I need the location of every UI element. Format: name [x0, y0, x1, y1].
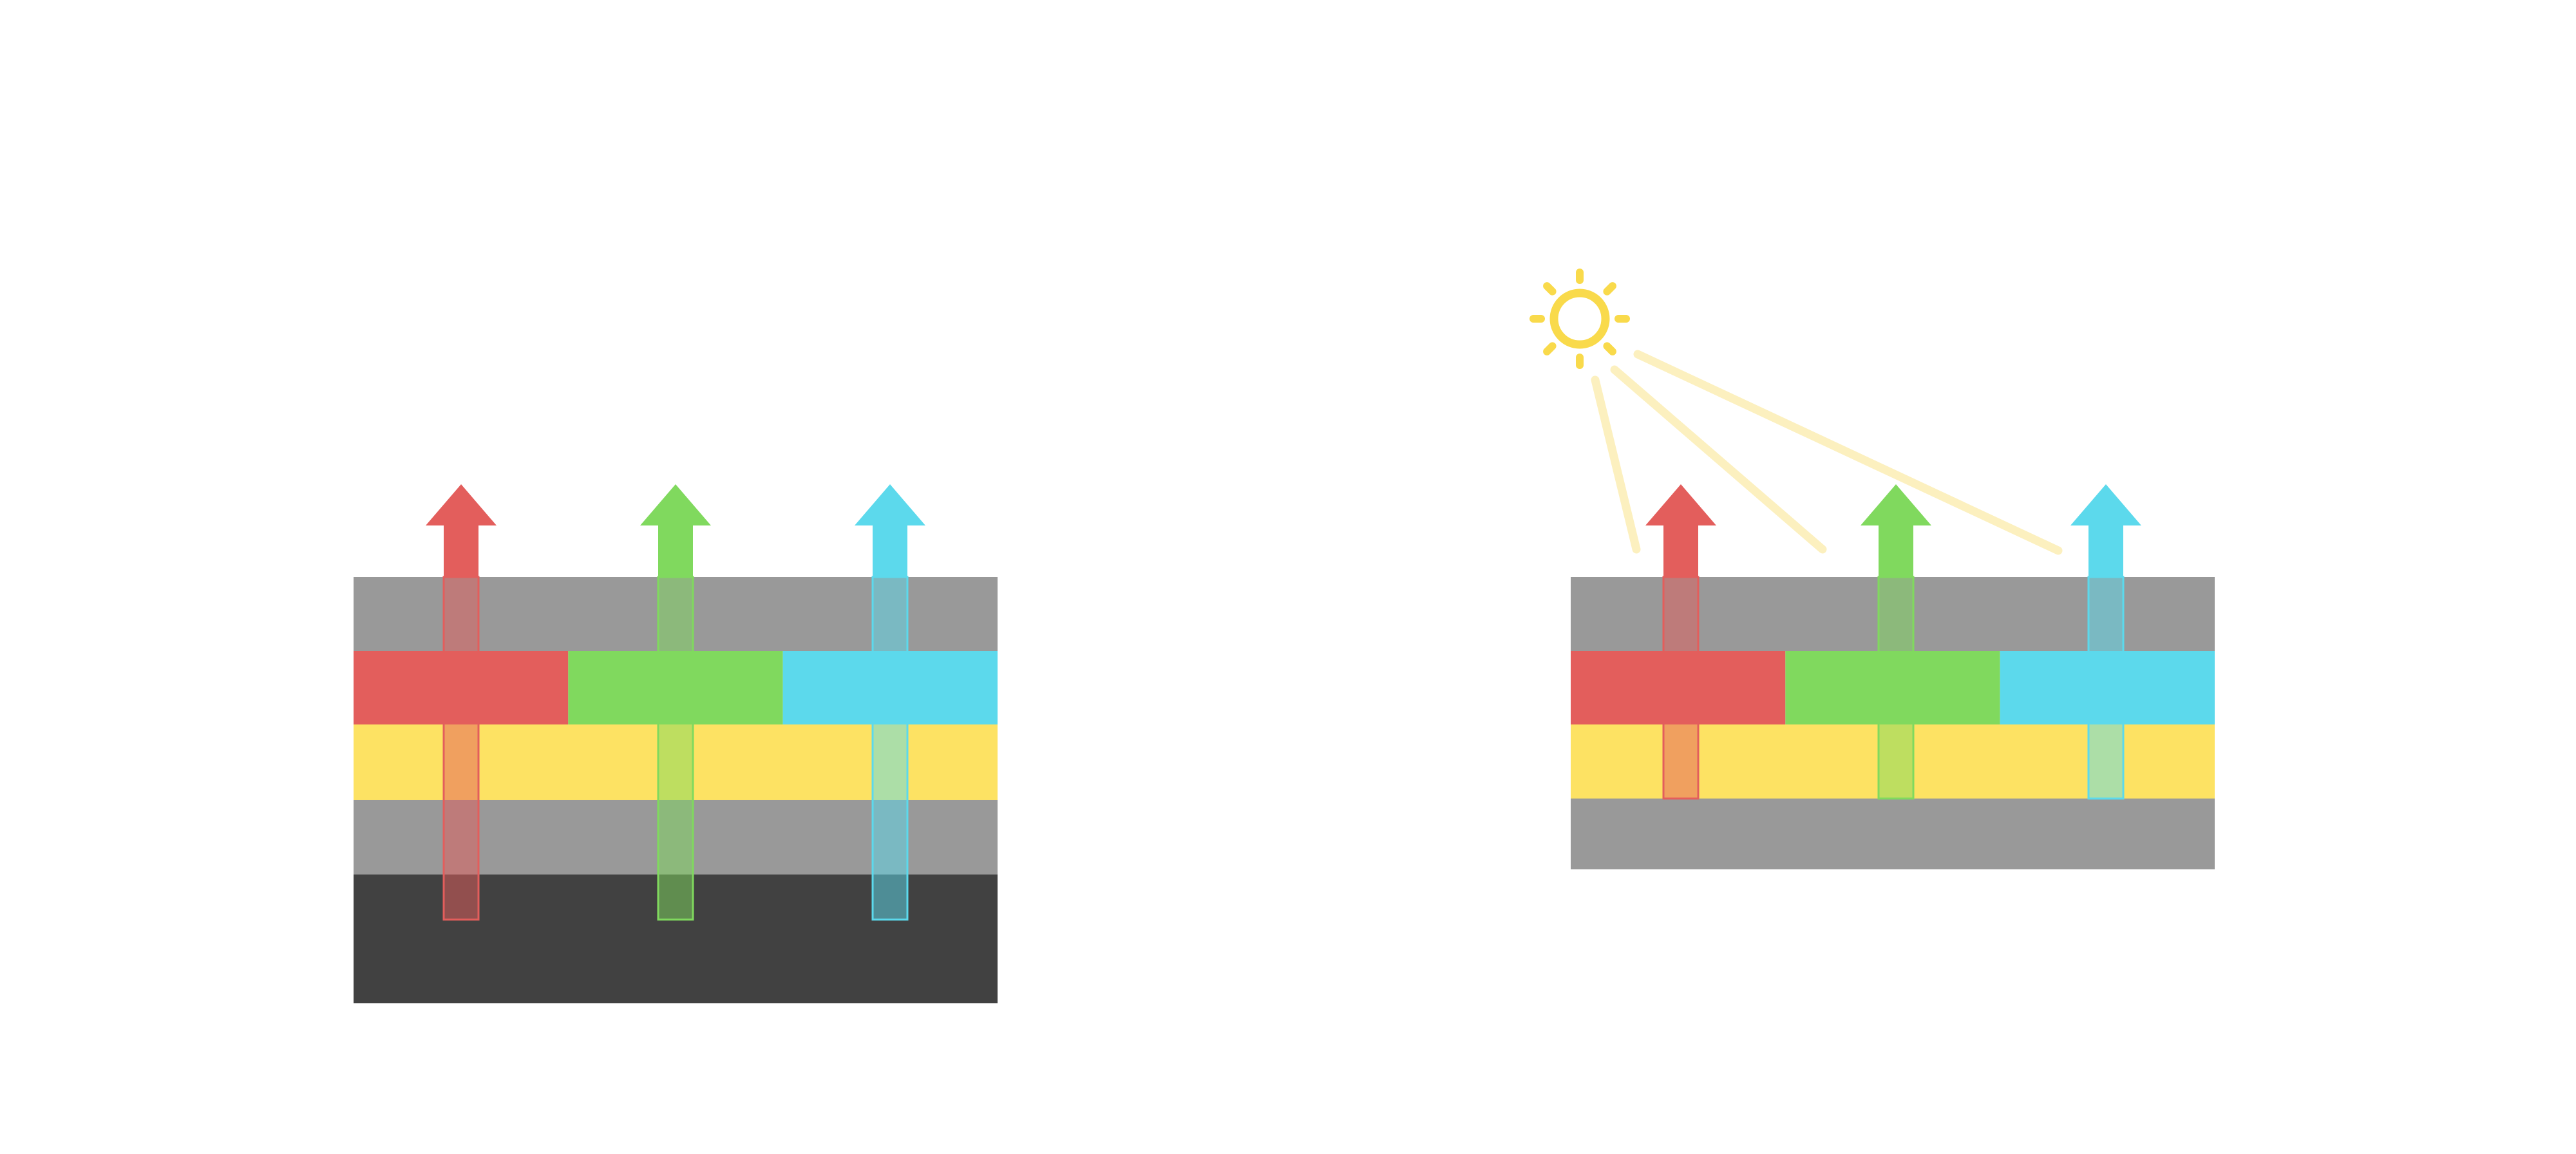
backlit-stack-cyan-light-arrow-shaft [873, 525, 907, 577]
sunlight-beam-2 [1610, 365, 1827, 554]
backlit-stack-green-light-arrow-tail [657, 576, 694, 921]
sunlight-beam-1 [1591, 375, 1641, 554]
backlit-stack-red-light-arrow-tail [442, 576, 480, 921]
sunlit-stack-green-light-arrow-tail [1877, 576, 1915, 800]
sun-ray [1543, 342, 1557, 355]
sunlight-beam-3 [1633, 350, 2063, 555]
backlit-stack-red-light-arrow-head [426, 484, 497, 525]
sunlit-stack-green-light-arrow-shaft [1879, 525, 1913, 577]
sunlit-stack-bottom-gray-layer [1571, 799, 2215, 869]
sunlit-stack-cyan-light-arrow-tail [2087, 576, 2125, 800]
sunlit-stack-red-light-arrow-shaft [1663, 525, 1698, 577]
sunlit-stack-red-light-arrow-head [1645, 484, 1716, 525]
sun-ray [1603, 342, 1616, 355]
backlit-stack-cyan-light-arrow-head [855, 484, 925, 525]
sunlit-stack-red-light-arrow-tail [1662, 576, 1700, 800]
sun-icon [1549, 288, 1610, 349]
backlit-stack-cyan-light-arrow-tail [871, 576, 909, 921]
backlit-stack-green-light-arrow-shaft [658, 525, 693, 577]
backlit-stack-red-light-arrow-shaft [444, 525, 478, 577]
sunlit-stack-green-light-arrow-head [1861, 484, 1931, 525]
sun-ray [1543, 282, 1557, 296]
sunlit-stack-cyan-light-arrow-shaft [2088, 525, 2123, 577]
backlit-stack-green-light-arrow-head [640, 484, 711, 525]
sun-ray [1603, 282, 1616, 296]
sunlit-stack-cyan-light-arrow-head [2070, 484, 2141, 525]
